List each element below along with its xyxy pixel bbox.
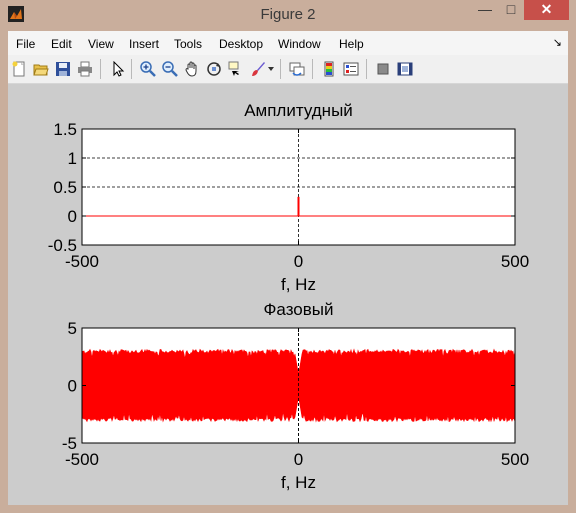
x-tick-label: -500 xyxy=(65,252,99,271)
insert-legend-icon[interactable] xyxy=(342,60,360,78)
window-title: Figure 2 xyxy=(260,6,316,23)
close-button[interactable]: ✕ xyxy=(524,0,569,20)
new-figure-icon[interactable] xyxy=(10,60,28,78)
brush-dropdown-icon[interactable] xyxy=(266,60,276,78)
x-tick-label: 0 xyxy=(294,252,303,271)
figure-toolbar xyxy=(8,55,568,84)
menu-insert[interactable]: Insert xyxy=(129,37,160,51)
show-plot-tools-icon[interactable] xyxy=(396,60,414,78)
open-file-icon[interactable] xyxy=(32,60,50,78)
toolbar-separator xyxy=(280,59,281,79)
minimize-button[interactable]: — xyxy=(478,1,492,17)
title-bar[interactable]: Figure 2 — □ ✕ xyxy=(0,0,576,30)
hide-plot-tools-icon[interactable] xyxy=(374,60,392,78)
menu-edit[interactable]: Edit xyxy=(51,37,72,51)
y-tick-label: 0 xyxy=(68,377,77,396)
pan-hand-icon[interactable] xyxy=(183,60,201,78)
axes-1: -0.5 0 0.5 1 1.5 -500 0 500 Амплитудный f, Hz xyxy=(48,101,529,294)
matlab-app-icon xyxy=(8,6,24,22)
print-icon[interactable] xyxy=(76,60,94,78)
zoom-in-icon[interactable] xyxy=(139,60,157,78)
maximize-button[interactable]: □ xyxy=(506,1,516,17)
x-axis-label: f, Hz xyxy=(281,275,316,294)
figure-plots[interactable]: -0.5 0 0.5 1 1.5 -500 0 500 Амплитудный f, Hz -5 0 5… xyxy=(8,84,568,505)
edit-plot-arrow-icon[interactable] xyxy=(109,60,127,78)
menu-window[interactable]: Window xyxy=(278,37,321,51)
toolbar-separator xyxy=(100,59,101,79)
menu-help[interactable]: Help xyxy=(339,37,364,51)
axes-title: Фазовый xyxy=(264,300,334,319)
x-tick-label: 500 xyxy=(501,252,529,271)
y-tick-label: -0.5 xyxy=(48,236,77,255)
y-tick-label: 0 xyxy=(68,207,77,226)
x-tick-label: 500 xyxy=(501,450,529,469)
menu-view[interactable]: View xyxy=(88,37,114,51)
brush-icon[interactable] xyxy=(249,60,267,78)
menu-bar: File Edit View Insert Tools Desktop Wind… xyxy=(8,31,568,55)
menubar-dock-arrow-icon[interactable]: ↘ xyxy=(552,37,562,49)
y-tick-label: -5 xyxy=(62,434,77,453)
client-area: File Edit View Insert Tools Desktop Wind… xyxy=(8,31,568,505)
data-cursor-icon[interactable] xyxy=(227,60,245,78)
menu-desktop[interactable]: Desktop xyxy=(219,37,264,51)
zoom-out-icon[interactable] xyxy=(161,60,179,78)
x-tick-label: 0 xyxy=(294,450,303,469)
toolbar-separator xyxy=(131,59,132,79)
axes-2: -5 0 5 -500 0 500 Фазовый f, Hz xyxy=(62,300,529,492)
y-tick-label: 0.5 xyxy=(53,178,77,197)
link-plot-icon[interactable] xyxy=(288,60,306,78)
y-tick-label: 1 xyxy=(68,149,77,168)
toolbar-separator xyxy=(312,59,313,79)
y-tick-label: 5 xyxy=(68,319,77,338)
y-tick-label: 1.5 xyxy=(53,120,77,139)
rotate-3d-icon[interactable] xyxy=(205,60,223,78)
toolbar-separator xyxy=(366,59,367,79)
figure-canvas[interactable]: -0.5 0 0.5 1 1.5 -500 0 500 Амплитудный f, Hz -5 0 5… xyxy=(8,84,568,505)
save-icon[interactable] xyxy=(54,60,72,78)
x-tick-label: -500 xyxy=(65,450,99,469)
menu-tools[interactable]: Tools xyxy=(174,37,203,51)
axes-title: Амплитудный xyxy=(244,101,353,120)
insert-colorbar-icon[interactable] xyxy=(320,60,338,78)
x-axis-label: f, Hz xyxy=(281,473,316,492)
menu-file[interactable]: File xyxy=(16,37,36,51)
